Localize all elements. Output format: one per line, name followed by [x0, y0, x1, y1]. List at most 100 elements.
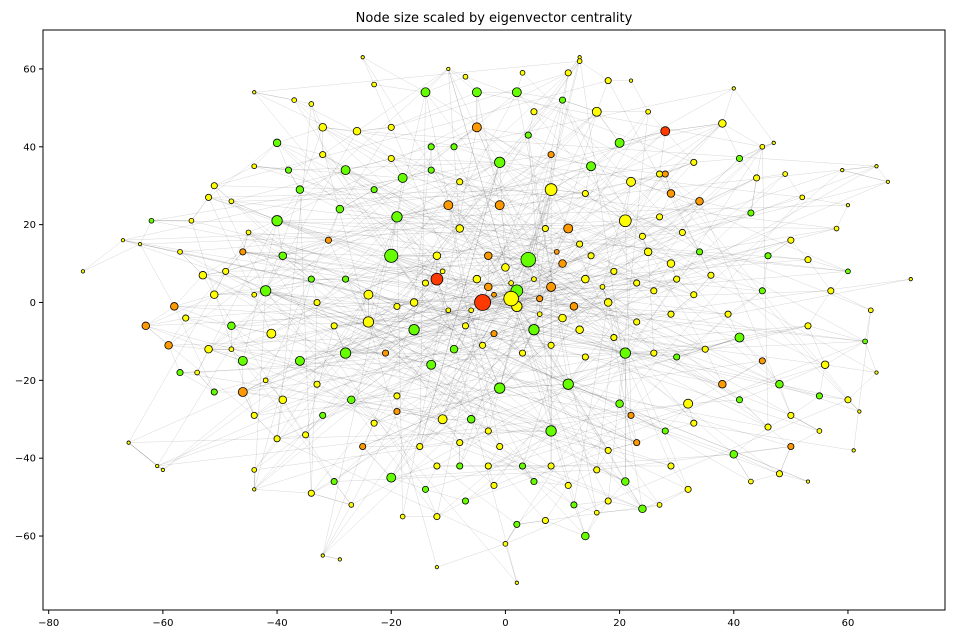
node-point — [513, 520, 521, 528]
edge — [596, 450, 609, 470]
edge — [430, 170, 495, 295]
node-point — [627, 411, 635, 419]
edge — [739, 142, 774, 159]
edge — [630, 181, 672, 194]
edge — [533, 99, 563, 112]
edge — [254, 415, 278, 439]
edge — [499, 189, 552, 389]
edge — [391, 352, 523, 478]
edge — [533, 111, 666, 175]
edge — [425, 92, 626, 221]
node-point — [237, 387, 248, 397]
edge — [459, 204, 500, 229]
edge — [545, 520, 586, 537]
edge — [499, 162, 506, 268]
edge — [516, 100, 563, 307]
edge — [739, 383, 780, 401]
edge — [254, 165, 289, 171]
node-point — [621, 477, 630, 486]
edge — [282, 255, 637, 443]
edge — [630, 80, 649, 112]
edge — [179, 251, 626, 482]
node-point — [278, 395, 287, 404]
node-point — [586, 161, 596, 172]
edge — [596, 446, 791, 471]
node-point — [387, 154, 395, 162]
node-point — [391, 211, 403, 223]
y-axis: −60 −40 −20 0 20 40 60 — [15, 64, 43, 543]
edge — [419, 173, 786, 447]
edge — [482, 255, 769, 303]
edge — [231, 158, 392, 202]
edge — [533, 278, 626, 354]
node-point — [696, 248, 704, 256]
node-point — [633, 279, 641, 287]
edge — [533, 189, 552, 330]
node-point — [363, 289, 374, 300]
edge — [391, 255, 443, 272]
edge — [448, 204, 734, 455]
edge — [722, 123, 763, 147]
edge — [168, 333, 495, 346]
edge — [516, 302, 609, 307]
node-point — [827, 287, 835, 295]
edge — [202, 275, 552, 432]
edge — [607, 111, 649, 502]
edge — [573, 302, 609, 307]
node-point — [833, 225, 840, 232]
edge — [311, 302, 318, 494]
x-tick-label: 60 — [842, 618, 855, 629]
edge — [322, 290, 518, 556]
edge — [499, 383, 569, 389]
edge — [699, 201, 751, 214]
edge — [271, 123, 723, 334]
node-point — [228, 198, 235, 205]
node-point — [228, 346, 235, 352]
edge — [242, 391, 397, 412]
edge — [322, 555, 340, 560]
node-point — [862, 338, 868, 345]
node-point — [252, 487, 257, 492]
edge — [476, 267, 506, 280]
edge — [254, 337, 740, 490]
edge — [419, 251, 558, 447]
edge — [396, 189, 552, 397]
edge — [699, 251, 712, 276]
edge — [779, 384, 792, 416]
node-point — [782, 171, 788, 177]
edge — [345, 169, 398, 218]
node-point — [615, 399, 624, 408]
edges-layer — [82, 57, 911, 583]
edge — [242, 251, 517, 307]
edge — [619, 403, 666, 432]
edge — [373, 395, 398, 424]
edge — [191, 197, 209, 221]
edge — [208, 348, 637, 443]
edge — [682, 232, 700, 253]
edge — [128, 442, 158, 467]
node-point — [227, 321, 236, 331]
edge — [670, 465, 689, 490]
node-point — [690, 291, 698, 299]
edge — [191, 197, 209, 221]
edge — [545, 228, 580, 245]
node-point — [294, 355, 305, 366]
edge — [345, 193, 586, 354]
edge — [493, 356, 586, 486]
node-point — [576, 58, 583, 64]
edge — [648, 251, 672, 264]
edge — [465, 325, 495, 334]
edge — [739, 158, 757, 179]
node-point — [393, 392, 401, 400]
node-point — [563, 223, 574, 234]
edge — [442, 123, 723, 420]
edge — [282, 384, 318, 401]
edge — [345, 321, 369, 354]
edge — [476, 127, 780, 385]
x-tick-label: −20 — [381, 618, 402, 629]
edge — [351, 399, 375, 424]
edge — [499, 383, 569, 389]
edge — [345, 278, 677, 354]
edge — [802, 197, 848, 206]
edge — [402, 127, 478, 179]
